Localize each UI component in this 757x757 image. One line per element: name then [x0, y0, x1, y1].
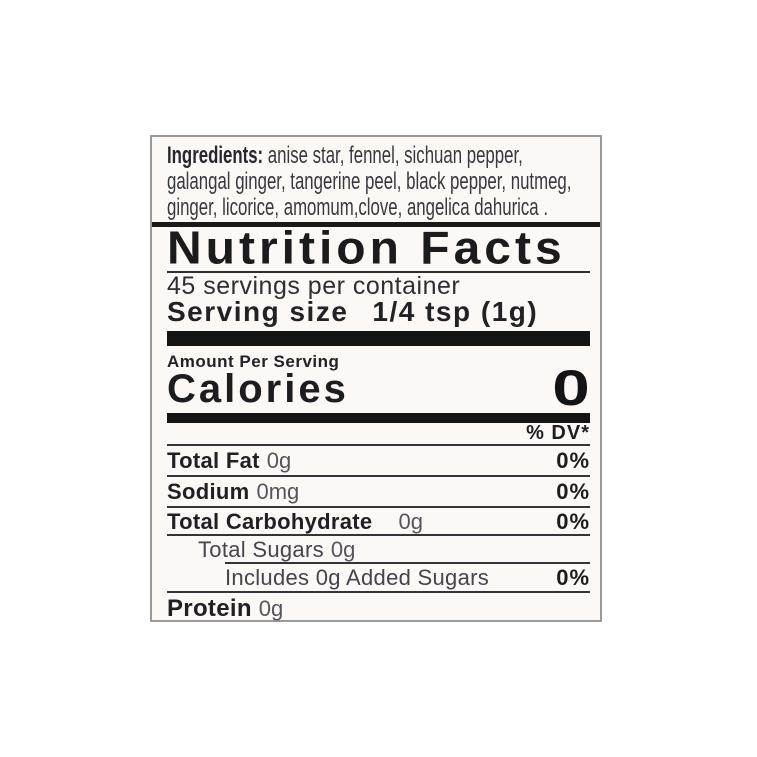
protein-label: Protein: [167, 595, 252, 622]
title-rule: [167, 271, 590, 273]
amount-per-serving-label: Amount Per Serving: [167, 352, 340, 371]
added-sugars-dv: 0%: [556, 565, 590, 590]
total-fat-label: Total Fat: [167, 448, 260, 473]
serving-size-value: 1/4 tsp (1g): [372, 296, 539, 327]
servings-per-container: 45 servings per container: [167, 272, 461, 300]
rule-after-total-fat: [167, 475, 590, 477]
ingredients-line-1-text: anise star, fennel, sichuan pepper,: [263, 142, 523, 169]
serving-size-label: Serving size: [167, 296, 349, 327]
total-carbohydrate-dv: 0%: [556, 509, 590, 534]
ingredients-line-3: ginger, licorice, amomum,clove, angelica…: [167, 194, 548, 221]
total-carbohydrate-amount: 0g: [398, 509, 423, 534]
row-total-carbohydrate: Total Carbohydrate 0g 0%: [167, 508, 590, 534]
serving-size-row: Serving size 1/4 tsp (1g): [167, 298, 590, 326]
rule-after-added-sugars: [167, 591, 590, 593]
ingredients-line-2: galangal ginger, tangerine peel, black p…: [167, 168, 572, 195]
ingredients-section: Ingredients: anise star, fennel, sichuan…: [152, 137, 600, 222]
total-sugars-label: Total Sugars: [198, 537, 324, 562]
calories-label: Calories: [167, 367, 349, 411]
total-carbohydrate-label: Total Carbohydrate: [167, 509, 373, 534]
calories-value: 0: [552, 360, 590, 416]
rule-after-total-carbohydrate: [167, 534, 590, 536]
nutrition-facts-title: Nutrition Facts: [167, 223, 566, 275]
total-fat-amount: 0g: [266, 448, 292, 473]
row-added-sugars: Includes 0g Added Sugars 0%: [167, 564, 590, 591]
ingredients-heading: Ingredients:: [167, 142, 264, 169]
total-sugars-amount: 0g: [330, 537, 356, 562]
added-sugars-label: Includes 0g Added Sugars: [225, 565, 490, 590]
rule-after-total-sugars: [225, 562, 590, 564]
daily-value-separator-bar: [167, 413, 590, 423]
protein-amount: 0g: [258, 596, 284, 621]
row-sodium: Sodium 0mg 0%: [167, 477, 590, 506]
sodium-dv: 0%: [556, 479, 590, 504]
nutrition-label: Ingredients: anise star, fennel, sichuan…: [150, 135, 602, 622]
ingredients-divider: [152, 222, 600, 227]
ingredients-line-1: Ingredients: anise star, fennel, sichuan…: [167, 142, 523, 169]
sodium-label: Sodium: [167, 479, 250, 504]
row-total-sugars: Total Sugars 0g: [167, 536, 590, 562]
calories-row: Calories 0: [167, 360, 590, 416]
row-protein: Protein 0g: [167, 593, 590, 622]
row-total-fat: Total Fat 0g 0%: [167, 446, 590, 475]
total-fat-dv: 0%: [556, 448, 590, 473]
sodium-amount: 0mg: [256, 479, 300, 504]
daily-value-header: % DV*: [526, 422, 590, 444]
rule-under-dv-header: [167, 444, 590, 446]
calories-separator-bar: [167, 331, 590, 346]
rule-after-sodium: [167, 506, 590, 508]
nutrition-facts-panel: Nutrition Facts 45 servings per containe…: [152, 223, 600, 622]
